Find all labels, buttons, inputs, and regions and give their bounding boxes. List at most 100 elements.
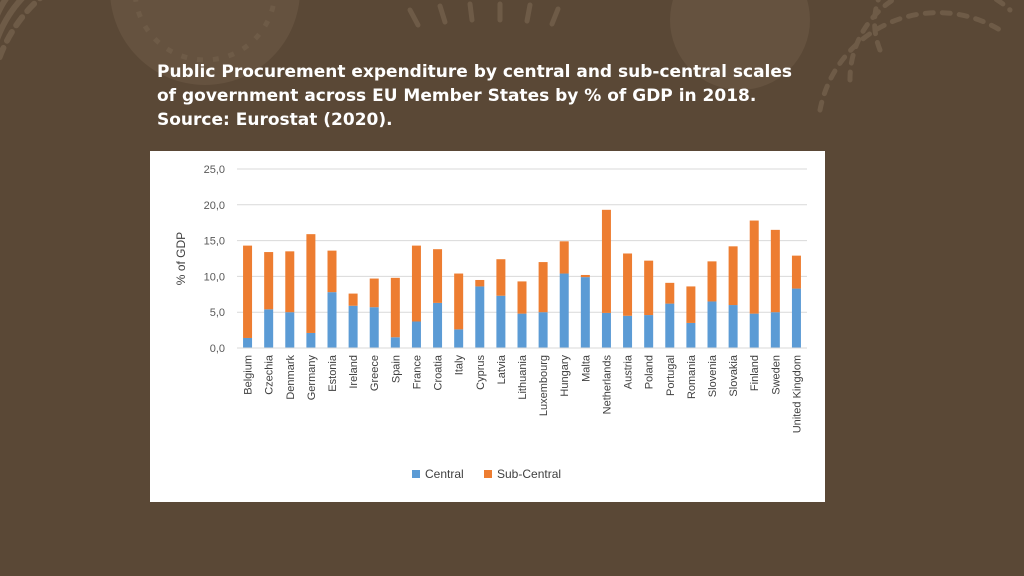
bar-central (264, 309, 274, 348)
bar-central (580, 277, 590, 348)
bar-sub-central (707, 261, 717, 302)
bar-central (433, 302, 443, 348)
bar-central (348, 305, 358, 348)
bar-central (475, 286, 485, 348)
bar-sub-central (770, 229, 780, 313)
category-label: Malta (580, 354, 592, 382)
bar-sub-central (496, 259, 506, 296)
y-tick-label: 0,0 (210, 343, 225, 355)
legend-swatch-central (412, 470, 420, 478)
bar-central (369, 307, 379, 348)
slide-title: Public Procurement expenditure by centra… (157, 62, 793, 130)
category-label: Greece (369, 355, 381, 391)
bars (243, 209, 801, 348)
category-label: Lithuania (517, 354, 529, 400)
bar-sub-central (454, 273, 464, 330)
decorative-rays-center (407, 1, 561, 28)
bar-sub-central (433, 249, 443, 303)
category-label: Denmark (285, 355, 297, 400)
bar-sub-central (580, 274, 590, 278)
bar-central (496, 295, 506, 348)
y-tick-label: 20,0 (204, 200, 225, 212)
bar-central (517, 313, 527, 348)
bar-central (791, 288, 801, 348)
bar-central (327, 292, 337, 348)
decorative-circle-top (110, 0, 300, 85)
bar-sub-central (475, 279, 485, 287)
bar-central (390, 337, 400, 348)
category-labels: Belgium Czechia Denmark Germany Estonia Irela… (243, 354, 804, 433)
bar-sub-central (306, 234, 316, 333)
bar-sub-central (243, 245, 253, 338)
decorative-dashes-right (817, 0, 1013, 113)
category-label: Croatia (433, 354, 445, 390)
bar-sub-central (623, 253, 633, 316)
category-label: France (411, 355, 423, 389)
category-label: Czechia (264, 354, 276, 395)
bar-sub-central (327, 250, 337, 293)
decorative-circle-right (670, 0, 810, 90)
bar-central (749, 313, 759, 348)
bar-central (538, 312, 548, 348)
category-label: Estonia (327, 354, 339, 392)
bar-central (559, 273, 569, 348)
legend: Central Sub-Central (412, 467, 561, 481)
stacked-bar-chart: 0,0 5,0 10,0 15,0 20,0 25,0 Belgium Czechia Den… (174, 164, 807, 481)
category-label: United Kingdom (791, 355, 803, 433)
category-label: Romania (686, 354, 698, 399)
bar-sub-central (538, 262, 548, 313)
bar-central (644, 315, 654, 348)
category-label: Ireland (348, 355, 360, 389)
bar-central (411, 321, 421, 348)
bar-sub-central (791, 255, 801, 289)
category-label: Italy (454, 355, 466, 376)
y-tick-label: 10,0 (204, 271, 225, 283)
bar-sub-central (559, 241, 569, 274)
bar-sub-central (686, 286, 696, 323)
bar-central (623, 315, 633, 348)
category-label: Germany (306, 355, 318, 401)
category-label: Spain (390, 355, 402, 383)
y-axis-title: % of GDP (174, 232, 188, 285)
category-label: Slovakia (728, 354, 740, 396)
bar-central (686, 322, 696, 348)
category-label: Finland (749, 355, 761, 391)
bar-central (665, 303, 675, 348)
legend-label-sub-central: Sub-Central (497, 467, 561, 481)
category-label: Hungary (559, 355, 571, 397)
bar-sub-central (728, 246, 738, 306)
bar-central (601, 312, 611, 348)
y-tick-label: 5,0 (210, 307, 225, 319)
bar-sub-central (390, 277, 400, 338)
bar-sub-central (264, 252, 274, 310)
bar-central (770, 312, 780, 348)
bar-sub-central (665, 282, 675, 304)
category-label: Belgium (243, 355, 255, 395)
chart-panel: 0,0 5,0 10,0 15,0 20,0 25,0 Belgium Czechia Den… (150, 151, 825, 502)
bar-sub-central (369, 278, 379, 308)
category-label: Cyprus (475, 355, 487, 390)
decorative-arcs-left (0, 0, 43, 66)
bar-central (243, 337, 253, 348)
bar-sub-central (601, 209, 611, 313)
bar-sub-central (411, 245, 421, 322)
category-label: Slovenia (707, 354, 719, 397)
category-label: Poland (644, 355, 656, 389)
bar-central (285, 312, 295, 348)
category-label: Austria (623, 354, 635, 389)
bar-sub-central (644, 260, 654, 316)
y-axis-ticks: 0,0 5,0 10,0 15,0 20,0 25,0 (204, 164, 225, 355)
category-label: Portugal (665, 355, 677, 396)
bar-sub-central (285, 251, 295, 313)
y-tick-label: 15,0 (204, 236, 225, 248)
legend-label-central: Central (425, 467, 464, 481)
bar-sub-central (517, 281, 527, 314)
bar-central (454, 329, 464, 348)
bar-sub-central (749, 220, 759, 314)
category-label: Netherlands (601, 355, 613, 415)
category-label: Latvia (496, 354, 508, 384)
legend-swatch-sub-central (484, 470, 492, 478)
y-tick-label: 25,0 (204, 164, 225, 176)
bar-central (306, 332, 316, 348)
bar-central (728, 305, 738, 348)
